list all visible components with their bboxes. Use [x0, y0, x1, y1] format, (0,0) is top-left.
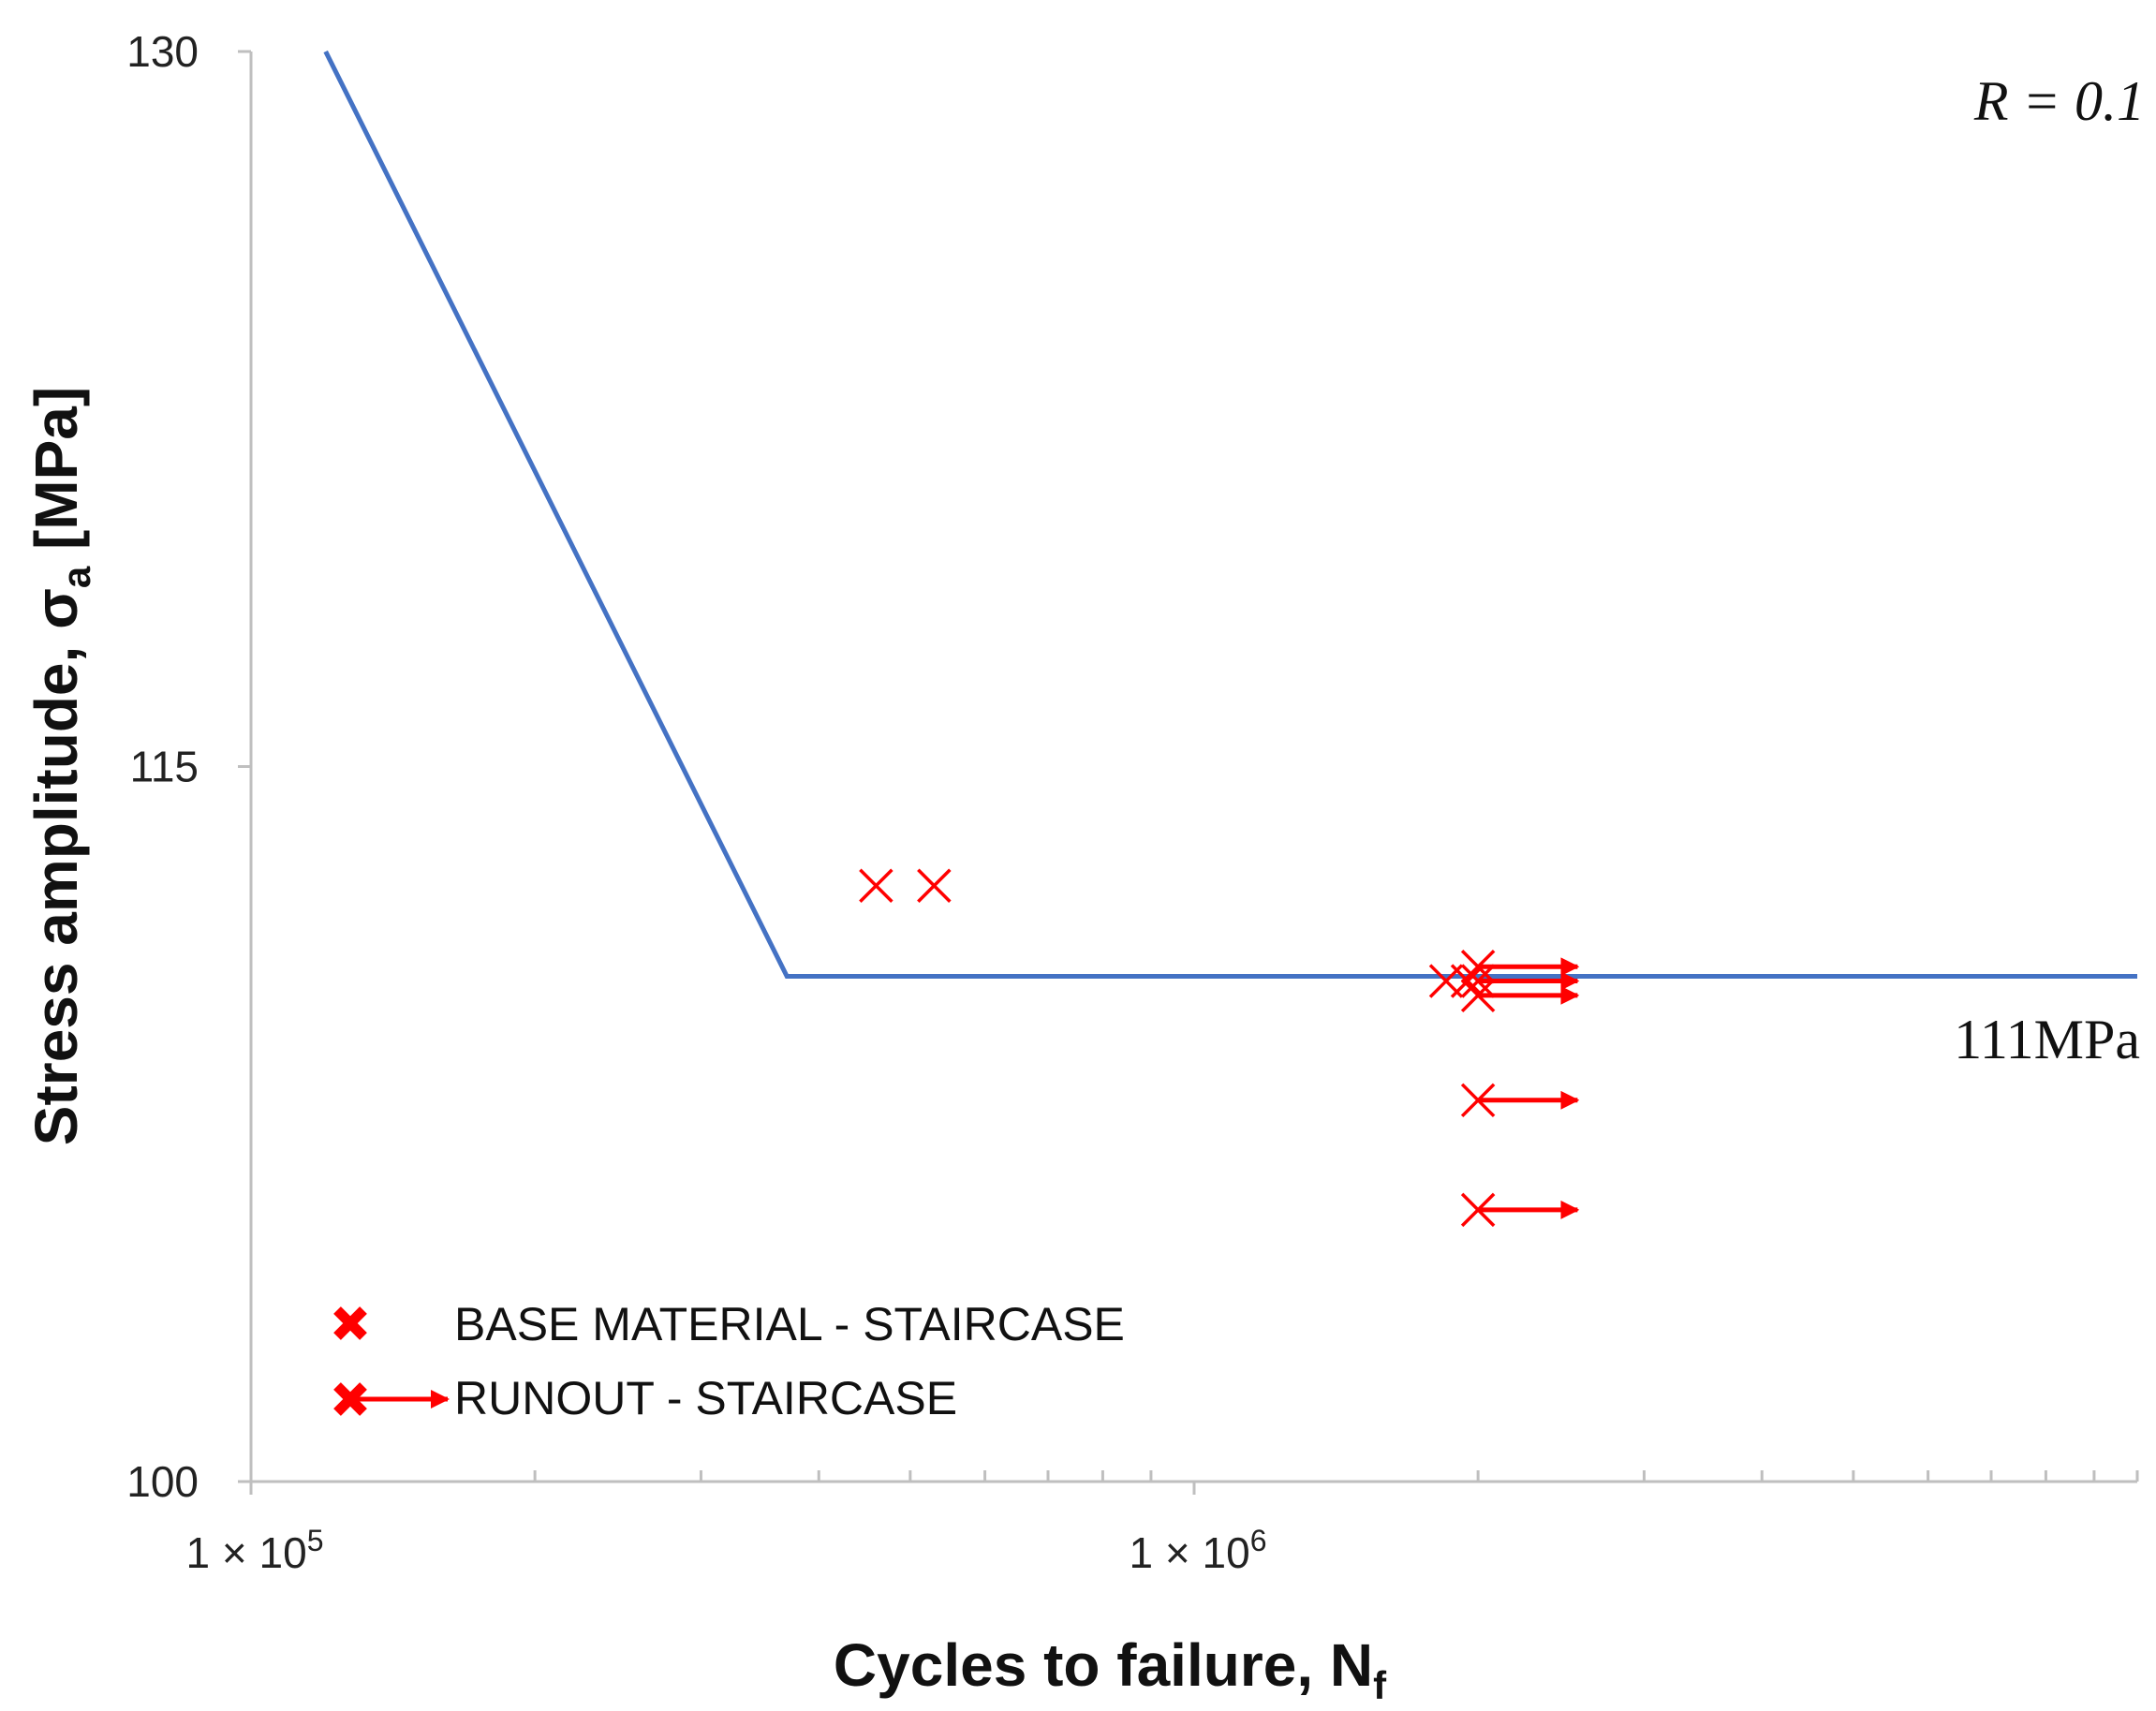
base-marker-1 — [917, 868, 952, 903]
ratio-annotation: R = 0.1 — [1973, 70, 2145, 132]
runout-marker-2 — [1460, 978, 1580, 1013]
base-marker-3 — [1450, 964, 1485, 998]
legend-runout-marker — [333, 1382, 450, 1416]
y-tick-label-0: 130 — [126, 27, 199, 76]
legend-runout-label: RUNOUT - STAIRCASE — [454, 1372, 957, 1424]
x-ticks: 1 × 105 1 × 106 — [186, 1470, 2139, 1577]
base-marker-0 — [859, 868, 893, 903]
legend-base-label: BASE MATERIAL - STAIRCASE — [454, 1298, 1125, 1350]
x-tick-label-1: 1 × 106 — [1130, 1524, 1267, 1577]
runout-marker-3 — [1460, 1083, 1580, 1118]
axes — [249, 52, 2137, 1483]
legend-runout-x — [333, 1382, 367, 1416]
data-markers — [859, 868, 1580, 1228]
sn-curve-line — [323, 50, 2137, 979]
legend: BASE MATERIAL - STAIRCASE RUNOUT - STAIR… — [333, 1298, 1125, 1424]
fatigue-limit-annotation: 111MPa — [1954, 1009, 2140, 1070]
y-ticks: 130 115 100 — [126, 27, 251, 1506]
x-tick-label-0: 1 × 105 — [186, 1524, 324, 1577]
legend-base-x — [333, 1306, 367, 1340]
legend-base-marker — [333, 1306, 367, 1340]
x-axis-title: Cycles to failure, Nf — [834, 1631, 1387, 1707]
y-tick-label-2: 100 — [126, 1457, 199, 1506]
y-axis-title: Stress amplitude, σa [MPa] — [22, 387, 98, 1145]
y-tick-label-1: 115 — [130, 743, 199, 791]
runout-marker-4 — [1460, 1192, 1580, 1228]
